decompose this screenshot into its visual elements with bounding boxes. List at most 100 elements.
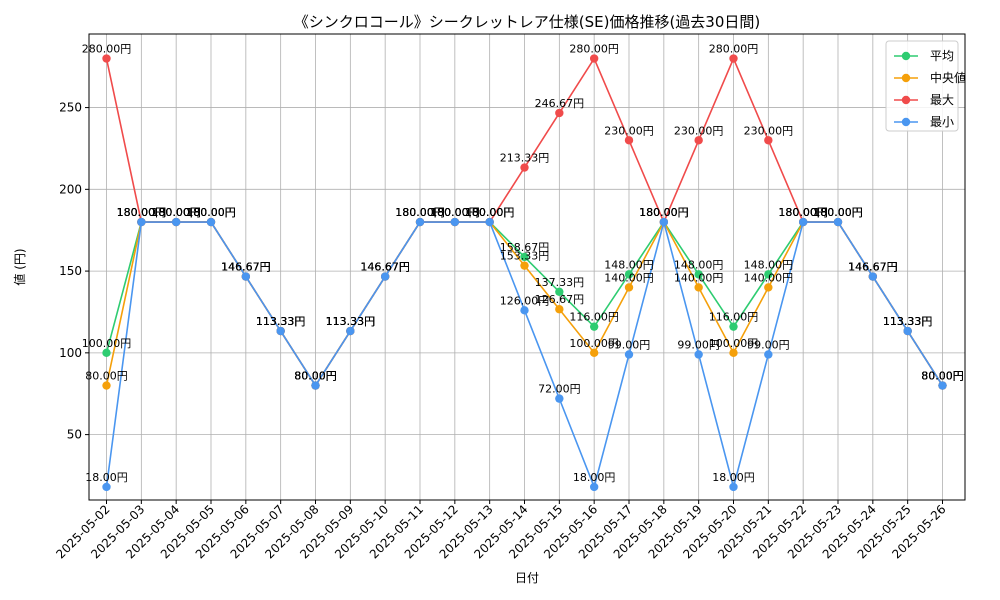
data-label: 113.33円 — [256, 315, 306, 328]
data-label: 280.00円 — [82, 43, 132, 56]
data-label: 126.00円 — [500, 294, 550, 307]
data-label: 18.00円 — [712, 471, 755, 484]
data-label: 180.00円 — [117, 206, 167, 219]
data-label: 80.00円 — [921, 370, 964, 383]
data-label: 146.67円 — [360, 261, 410, 274]
data-label: 80.00円 — [294, 370, 337, 383]
data-point — [729, 348, 738, 358]
data-point — [346, 326, 355, 336]
data-point — [450, 217, 460, 227]
data-label: 180.00円 — [813, 206, 863, 219]
legend-entry-label: 平均 — [930, 49, 954, 63]
data-point — [624, 136, 634, 145]
data-label: 180.00円 — [639, 206, 689, 219]
data-label: 180.00円 — [151, 206, 201, 219]
data-point — [520, 306, 529, 315]
data-label: 113.33円 — [883, 315, 933, 328]
data-point — [241, 272, 251, 281]
data-point — [520, 163, 529, 172]
x-axis-label: 日付 — [515, 571, 539, 585]
data-point — [102, 54, 111, 63]
data-label: 180.00円 — [430, 206, 480, 219]
data-label: 180.00円 — [813, 206, 863, 219]
legend-entry-label: 中央値 — [930, 70, 966, 85]
data-label: 148.00円 — [604, 258, 654, 271]
data-label: 180.00円 — [639, 206, 689, 219]
data-label: 113.33円 — [326, 315, 376, 328]
data-point — [555, 108, 564, 118]
data-label: 146.67円 — [221, 261, 271, 274]
data-point — [694, 350, 703, 359]
data-label: 72.00円 — [538, 383, 581, 396]
data-point — [276, 326, 285, 336]
legend-swatch-marker — [901, 117, 911, 127]
data-label: 80.00円 — [921, 370, 964, 383]
data-point — [694, 270, 703, 279]
y-tick-label: 200 — [59, 182, 82, 196]
data-label: 113.33円 — [326, 315, 376, 328]
data-label: 113.33円 — [256, 315, 306, 328]
data-label: 180.00円 — [186, 206, 236, 219]
data-label: 180.00円 — [778, 206, 828, 219]
data-label: 100.00円 — [82, 337, 132, 350]
data-label: 246.67円 — [535, 97, 585, 110]
data-point — [589, 322, 599, 331]
data-label: 113.33円 — [326, 315, 376, 328]
data-label: 180.00円 — [395, 206, 445, 219]
legend-swatch-marker — [901, 73, 911, 83]
data-point — [624, 283, 634, 292]
data-label: 113.33円 — [883, 315, 933, 328]
data-label: 146.67円 — [848, 261, 898, 274]
data-point — [729, 482, 738, 492]
y-tick-label: 50 — [67, 428, 82, 442]
data-label: 180.00円 — [395, 206, 445, 219]
data-label: 146.67円 — [360, 261, 410, 274]
data-label: 146.67円 — [360, 261, 410, 274]
plot-frame — [88, 33, 966, 501]
data-label: 99.00円 — [747, 338, 790, 351]
data-label: 148.00円 — [674, 258, 724, 271]
data-label: 180.00円 — [465, 206, 515, 219]
data-label: 180.00円 — [117, 206, 167, 219]
data-label: 146.67円 — [221, 261, 271, 274]
data-label: 113.33円 — [256, 315, 306, 328]
data-label: 180.00円 — [186, 206, 236, 219]
data-label: 280.00円 — [709, 43, 759, 56]
data-point — [380, 272, 390, 281]
data-label: 140.00円 — [604, 271, 654, 284]
data-label: 146.67円 — [221, 261, 271, 274]
legend-entry-label: 最小 — [930, 115, 954, 129]
data-label: 180.00円 — [778, 206, 828, 219]
data-point — [102, 381, 111, 390]
data-label: 180.00円 — [395, 206, 445, 219]
data-label: 180.00円 — [778, 206, 828, 219]
data-point — [555, 394, 564, 403]
data-label: 180.00円 — [430, 206, 480, 219]
data-point — [764, 283, 773, 292]
data-label: 180.00円 — [639, 206, 689, 219]
data-label: 180.00円 — [117, 206, 167, 219]
data-point — [589, 54, 599, 63]
data-label: 80.00円 — [294, 370, 337, 383]
data-point — [694, 136, 703, 145]
data-point — [903, 326, 912, 336]
data-label: 280.00円 — [569, 43, 619, 56]
data-label: 80.00円 — [294, 370, 337, 383]
data-label: 158.67円 — [500, 241, 550, 254]
data-label: 180.00円 — [465, 206, 515, 219]
data-label: 213.33円 — [500, 152, 550, 165]
data-point — [102, 482, 111, 492]
data-label: 146.67円 — [221, 261, 271, 274]
data-label: 116.00円 — [569, 311, 619, 324]
data-label: 99.00円 — [608, 338, 651, 351]
data-point — [555, 287, 564, 297]
data-label: 140.00円 — [744, 271, 794, 284]
data-label: 180.00円 — [395, 206, 445, 219]
chart-title: 《シンクロコール》シークレットレア仕様(SE)価格推移(過去30日間) — [294, 13, 761, 31]
data-label: 230.00円 — [674, 124, 724, 137]
data-label: 100.00円 — [709, 337, 759, 350]
data-label: 180.00円 — [639, 206, 689, 219]
data-label: 180.00円 — [465, 206, 515, 219]
data-point — [798, 217, 808, 227]
